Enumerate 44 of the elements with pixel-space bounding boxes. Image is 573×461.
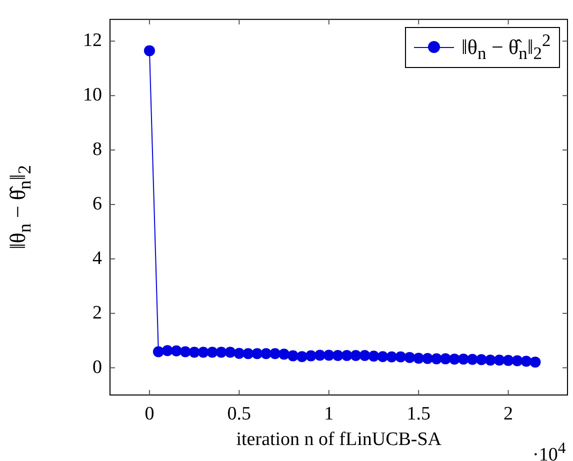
point bbox=[152, 346, 164, 358]
point bbox=[242, 348, 254, 360]
x-tick-label: 1.5 bbox=[406, 403, 430, 424]
point bbox=[431, 353, 442, 364]
point bbox=[440, 353, 451, 364]
point bbox=[216, 346, 227, 358]
point bbox=[413, 352, 424, 364]
point bbox=[520, 356, 532, 367]
y-tick-label: 8 bbox=[92, 139, 102, 160]
point bbox=[296, 351, 308, 362]
point bbox=[386, 351, 398, 362]
point bbox=[278, 348, 290, 360]
x-axis-title: iteration n of fLinUCB-SA bbox=[236, 429, 442, 451]
point bbox=[395, 351, 406, 362]
point bbox=[224, 346, 236, 358]
x-tick-label: 1 bbox=[324, 403, 334, 424]
point bbox=[252, 348, 263, 360]
y-tick-label: 12 bbox=[83, 30, 102, 52]
point bbox=[332, 350, 344, 362]
x-tick-label: 0.5 bbox=[227, 403, 252, 424]
x-tick-label: 2 bbox=[504, 403, 514, 424]
point bbox=[466, 354, 478, 365]
point bbox=[305, 350, 316, 362]
point bbox=[377, 351, 388, 362]
point bbox=[323, 350, 334, 361]
point bbox=[530, 356, 541, 368]
y-tick-label: 0 bbox=[92, 356, 102, 378]
point bbox=[260, 348, 272, 360]
point bbox=[404, 352, 416, 363]
point bbox=[234, 348, 245, 359]
y-tick-label: 6 bbox=[92, 193, 102, 214]
point bbox=[162, 345, 173, 356]
point bbox=[448, 354, 460, 365]
point bbox=[288, 350, 298, 362]
point bbox=[270, 348, 281, 360]
x-tick-label: 0 bbox=[144, 403, 154, 424]
y-tick-label: 10 bbox=[83, 84, 102, 106]
point bbox=[368, 350, 380, 362]
y-tick-label: 4 bbox=[92, 248, 102, 269]
point bbox=[458, 354, 469, 365]
point bbox=[144, 45, 155, 56]
y-tick-label: 2 bbox=[92, 302, 102, 324]
text: ·10$^{4}$ bbox=[532, 440, 566, 461]
point bbox=[422, 353, 434, 364]
